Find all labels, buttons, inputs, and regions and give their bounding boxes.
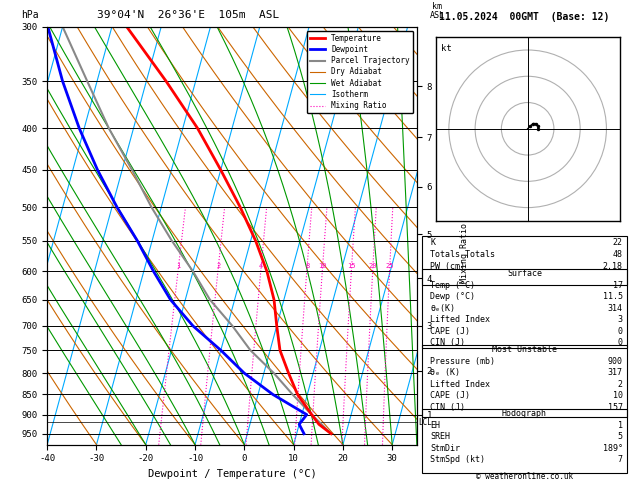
Text: SREH: SREH (430, 433, 450, 441)
Bar (422, 236, 627, 285)
Text: 10: 10 (613, 391, 623, 400)
Text: 48: 48 (613, 250, 623, 260)
Text: 10: 10 (318, 262, 327, 269)
Text: 0: 0 (618, 327, 623, 336)
Text: CAPE (J): CAPE (J) (430, 391, 470, 400)
Text: 5: 5 (618, 433, 623, 441)
Text: 4: 4 (259, 262, 264, 269)
Text: θₑ (K): θₑ (K) (430, 368, 460, 377)
Text: kt: kt (441, 44, 452, 53)
Text: 2: 2 (216, 262, 221, 269)
Text: StmSpd (kt): StmSpd (kt) (430, 455, 486, 465)
Text: CIN (J): CIN (J) (430, 402, 465, 412)
Text: 900: 900 (608, 357, 623, 365)
Text: 3: 3 (618, 315, 623, 324)
Text: 11.5: 11.5 (603, 292, 623, 301)
Bar (422, 269, 627, 348)
Text: CIN (J): CIN (J) (430, 338, 465, 347)
Text: StmDir: StmDir (430, 444, 460, 453)
Text: 2.18: 2.18 (603, 262, 623, 272)
Text: 8: 8 (305, 262, 309, 269)
Text: 15: 15 (347, 262, 356, 269)
Text: Mixing Ratio (g/kg): Mixing Ratio (g/kg) (460, 188, 469, 283)
Text: © weatheronline.co.uk: © weatheronline.co.uk (476, 472, 573, 481)
Text: 157: 157 (608, 402, 623, 412)
Text: km
ASL: km ASL (430, 2, 445, 20)
Text: Most Unstable: Most Unstable (492, 345, 557, 354)
Text: Hodograph: Hodograph (502, 410, 547, 418)
Text: Temp (°C): Temp (°C) (430, 281, 476, 290)
Text: Lifted Index: Lifted Index (430, 315, 491, 324)
Text: 314: 314 (608, 304, 623, 313)
Text: 25: 25 (386, 262, 394, 269)
Text: Totals Totals: Totals Totals (430, 250, 496, 260)
Text: EH: EH (430, 421, 440, 430)
Text: Pressure (mb): Pressure (mb) (430, 357, 496, 365)
Legend: Temperature, Dewpoint, Parcel Trajectory, Dry Adiabat, Wet Adiabat, Isotherm, Mi: Temperature, Dewpoint, Parcel Trajectory… (307, 31, 413, 113)
Text: PW (cm): PW (cm) (430, 262, 465, 272)
Text: 22: 22 (613, 238, 623, 247)
X-axis label: Dewpoint / Temperature (°C): Dewpoint / Temperature (°C) (148, 469, 316, 479)
Text: 189°: 189° (603, 444, 623, 453)
Text: LCL: LCL (418, 418, 431, 427)
Text: K: K (430, 238, 435, 247)
Text: θₑ(K): θₑ(K) (430, 304, 455, 313)
Text: 1: 1 (177, 262, 181, 269)
Text: 11.05.2024  00GMT  (Base: 12): 11.05.2024 00GMT (Base: 12) (439, 12, 610, 22)
Text: 20: 20 (369, 262, 377, 269)
Text: 2: 2 (618, 380, 623, 389)
Bar (422, 410, 627, 473)
Text: CAPE (J): CAPE (J) (430, 327, 470, 336)
Text: Dewp (°C): Dewp (°C) (430, 292, 476, 301)
Text: 1: 1 (618, 421, 623, 430)
Text: hPa: hPa (21, 11, 39, 20)
Text: 317: 317 (608, 368, 623, 377)
Bar (422, 345, 627, 417)
Text: 39°04'N  26°36'E  105m  ASL: 39°04'N 26°36'E 105m ASL (96, 11, 279, 20)
Text: Surface: Surface (507, 269, 542, 278)
Text: 7: 7 (618, 455, 623, 465)
Text: Lifted Index: Lifted Index (430, 380, 491, 389)
Text: 0: 0 (618, 338, 623, 347)
Text: 17: 17 (613, 281, 623, 290)
